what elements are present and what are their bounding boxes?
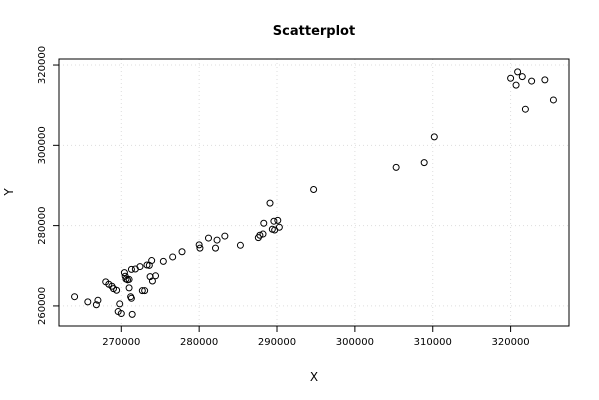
scatter-point — [116, 300, 124, 308]
chart-title: Scatterplot — [273, 24, 355, 39]
y-axis: 260000 280000 300000 320000 — [37, 46, 59, 325]
scatter-point — [169, 253, 177, 261]
scatter-point — [195, 241, 203, 249]
scatter-point — [212, 244, 220, 252]
scatter-point — [310, 185, 318, 193]
x-tick-label: 310000 — [414, 337, 452, 348]
scatter-point — [430, 133, 438, 141]
scatter-point — [204, 234, 212, 242]
scatter-point — [128, 310, 136, 318]
scatter-point — [92, 301, 100, 309]
scatter-point — [120, 269, 128, 277]
scatter-point — [512, 81, 520, 89]
scatter-point — [94, 296, 102, 304]
y-tick-label: 280000 — [37, 207, 48, 245]
scatter-point — [521, 105, 529, 113]
x-axis: 270000 280000 290000 300000 310000 320000 — [102, 326, 530, 348]
x-tick-label: 280000 — [180, 337, 218, 348]
y-tick-label: 320000 — [37, 46, 48, 84]
scatter-point — [159, 257, 167, 265]
data-points — [71, 68, 557, 318]
scatter-point — [141, 287, 149, 295]
scatter-point — [125, 275, 133, 283]
scatter-point — [549, 96, 557, 104]
scatter-point — [392, 163, 400, 171]
plot-frame — [58, 58, 570, 327]
scatter-point — [420, 159, 428, 167]
scatter-point — [117, 310, 125, 318]
scatter-point — [236, 241, 244, 249]
x-axis-label: X — [310, 370, 318, 384]
scatter-point — [113, 286, 121, 294]
scatter-point — [266, 199, 274, 207]
scatter-point — [221, 232, 229, 240]
x-tick-label: 270000 — [102, 337, 140, 348]
x-tick-label: 290000 — [258, 337, 296, 348]
scatter-point — [528, 77, 536, 85]
scatter-point — [518, 73, 526, 81]
y-tick-label: 260000 — [37, 287, 48, 325]
scatter-point — [136, 263, 144, 271]
scatter-point — [270, 217, 278, 225]
scatter-point — [274, 216, 282, 224]
scatter-point — [507, 74, 515, 82]
scatter-point — [125, 284, 133, 292]
scatter-point — [127, 265, 135, 273]
scatter-point — [275, 223, 283, 231]
scatter-point — [138, 287, 146, 295]
scatter-point — [259, 230, 267, 238]
x-tick-label: 320000 — [492, 337, 530, 348]
scatter-point — [84, 298, 92, 306]
scatter-point — [148, 257, 156, 265]
x-tick-label: 300000 — [336, 337, 374, 348]
scatter-point — [152, 272, 160, 280]
scatter-point — [260, 219, 268, 227]
scatter-point — [256, 231, 264, 239]
scatter-point — [196, 244, 204, 252]
y-axis-label: Y — [2, 188, 16, 197]
scatter-point — [514, 68, 522, 76]
scatter-point — [127, 294, 135, 302]
scatter-point — [541, 76, 549, 84]
scatter-point — [178, 248, 186, 256]
y-tick-label: 300000 — [37, 126, 48, 164]
scatter-point — [148, 277, 156, 285]
grid-lines — [59, 59, 569, 326]
scatter-point — [71, 293, 79, 301]
scatter-point — [213, 236, 221, 244]
